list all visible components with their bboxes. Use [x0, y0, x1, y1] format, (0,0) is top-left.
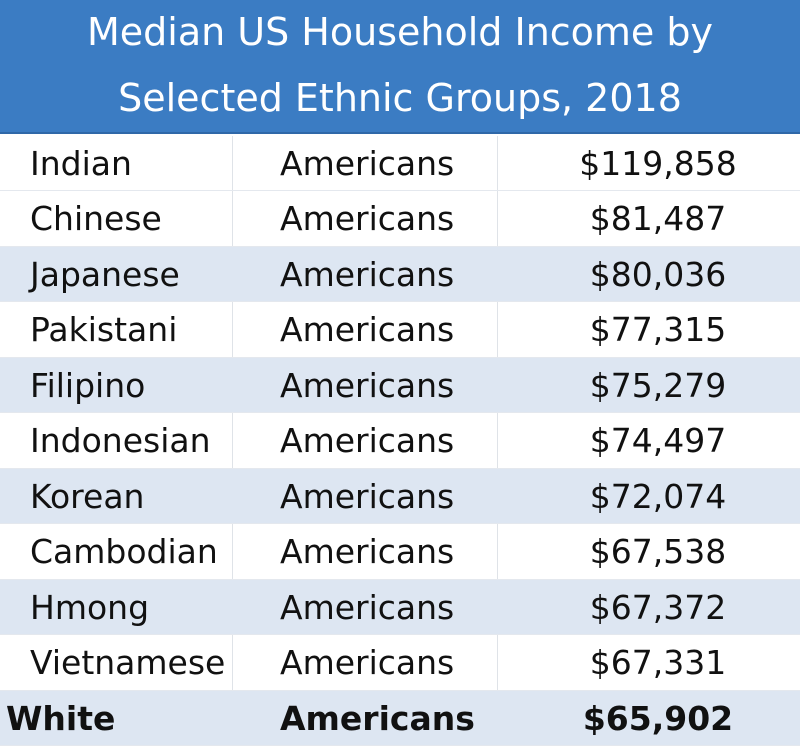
label-cell: Americans: [280, 532, 455, 572]
column-divider: [497, 136, 498, 746]
group-cell: Korean: [30, 476, 145, 516]
income-cell: $65,902: [582, 698, 734, 738]
income-cell: $75,279: [589, 365, 727, 405]
label-cell: Americans: [280, 365, 455, 405]
group-cell: Pakistani: [30, 310, 178, 350]
table-row: Filipino Americans $75,279: [0, 357, 800, 414]
title-line: Selected Ethnic Groups, 2018: [118, 76, 682, 120]
income-cell: $67,331: [589, 643, 727, 683]
income-cell: $67,538: [589, 532, 727, 572]
table-row: Pakistani Americans $77,315: [0, 302, 800, 358]
group-cell: Cambodian: [30, 532, 218, 572]
label-cell: Americans: [280, 643, 455, 683]
income-cell: $74,497: [589, 421, 727, 461]
table-row: Hmong Americans $67,372: [0, 579, 800, 636]
header: Median US Household Income by Selected E…: [0, 0, 800, 134]
table: Indian Americans $119,858 Chinese Americans $…: [0, 136, 800, 746]
title-line: Median US Household Income by: [87, 10, 713, 54]
table-row: Vietnamese Americans $67,331: [0, 635, 800, 691]
table-row: Indonesian Americans $74,497: [0, 413, 800, 469]
group-cell: White: [6, 698, 116, 738]
group-cell: Indian: [30, 144, 132, 183]
group-cell: Hmong: [30, 587, 150, 627]
income-cell: $119,858: [579, 144, 737, 183]
income-cell: $81,487: [589, 199, 727, 239]
column-divider: [232, 136, 233, 746]
income-cell: $67,372: [589, 587, 727, 627]
label-cell: Americans: [280, 310, 455, 350]
label-cell: Americans: [280, 476, 455, 516]
income-cell: $80,036: [589, 254, 727, 294]
label-cell: Americans: [280, 698, 475, 738]
income-cell: $72,074: [589, 476, 727, 516]
label-cell: Americans: [280, 199, 455, 239]
table-row: White Americans $65,902: [0, 690, 800, 746]
group-cell: Chinese: [30, 199, 162, 239]
table-row: Indian Americans $119,858: [0, 136, 800, 192]
label-cell: Americans: [280, 254, 455, 294]
label-cell: Americans: [280, 587, 455, 627]
group-cell: Japanese: [30, 254, 180, 294]
group-cell: Indonesian: [30, 421, 211, 461]
table-row: Japanese Americans $80,036: [0, 246, 800, 303]
label-cell: Americans: [280, 144, 455, 183]
income-cell: $77,315: [589, 310, 727, 350]
label-cell: Americans: [280, 421, 455, 461]
group-cell: Filipino: [30, 365, 146, 405]
table-row: Cambodian Americans $67,538: [0, 524, 800, 580]
table-row: Chinese Americans $81,487: [0, 191, 800, 247]
group-cell: Vietnamese: [30, 643, 226, 683]
table-row: Korean Americans $72,074: [0, 468, 800, 525]
